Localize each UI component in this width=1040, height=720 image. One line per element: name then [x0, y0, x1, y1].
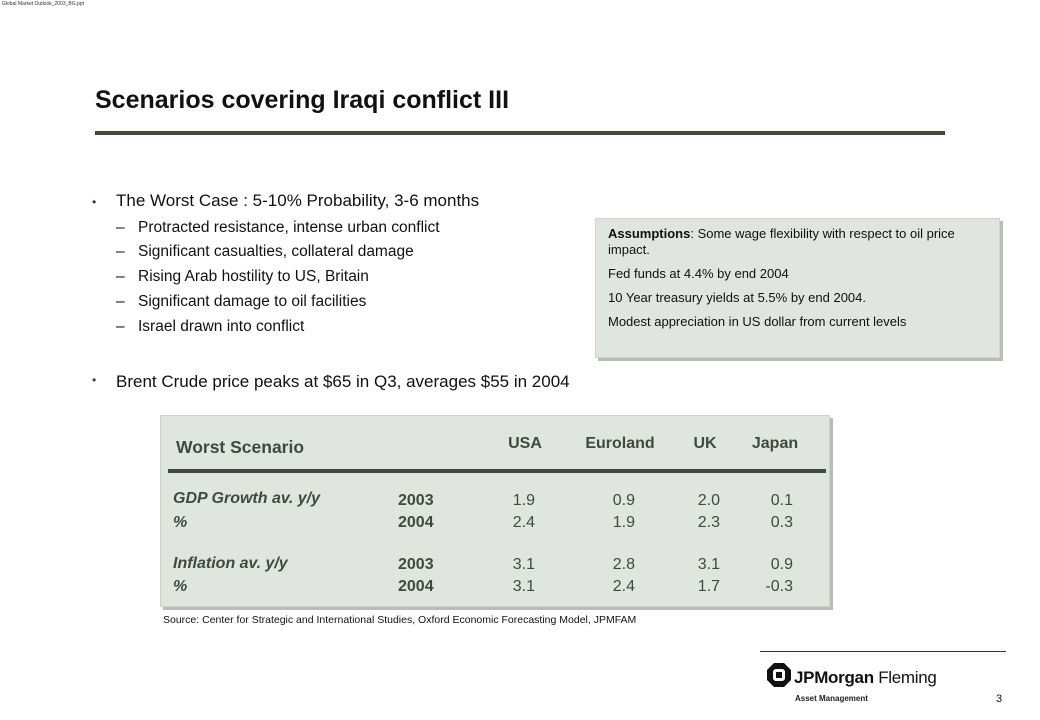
- source-note: Source: Center for Strategic and Interna…: [163, 614, 637, 626]
- file-tag: Global Market Outlook_2003_BG.ppt: [2, 1, 84, 7]
- year-cell: 2003: [398, 492, 434, 509]
- assumptions-line: 10 Year treasury yields at 5.5% by end 2…: [608, 290, 867, 305]
- sub-bullet: – Significant damage to oil facilities: [116, 293, 367, 310]
- table-cell: 2.8: [612, 556, 635, 573]
- table-cell: 2.4: [512, 514, 535, 531]
- row-label-gdp-unit: %: [173, 514, 188, 531]
- sub-bullet: – Israel drawn into conflict: [116, 318, 305, 335]
- table-header-rule: [168, 469, 826, 473]
- brand-logo-text: JPMorgan Fleming: [794, 668, 937, 687]
- table-cell: 0.1: [770, 492, 793, 509]
- column-header-euroland: Euroland: [585, 435, 655, 452]
- sub-bullet: – Protracted resistance, intense urban co…: [116, 219, 440, 236]
- table-cell: 0.9: [770, 556, 793, 573]
- year-cell: 2004: [398, 578, 434, 595]
- page-title: Scenarios covering Iraqi conflict III: [95, 86, 510, 114]
- brand-tagline: Asset Management: [795, 694, 868, 703]
- row-label-inflation: Inflation av. y/y: [173, 555, 288, 572]
- table-cell: 1.7: [697, 578, 720, 595]
- row-label-gdp: GDP Growth av. y/y: [173, 490, 321, 507]
- sub-bullet: – Significant casualties, collateral dama…: [116, 243, 414, 260]
- table-cell: -0.3: [765, 578, 793, 595]
- bullet-dot: •: [92, 195, 97, 209]
- table-cell: 2.0: [697, 492, 720, 509]
- sub-bullet: – Rising Arab hostility to US, Britain: [116, 268, 369, 285]
- column-header-usa: USA: [508, 435, 542, 452]
- logo-rule: [760, 651, 1006, 652]
- worst-scenario-panel: [160, 415, 830, 607]
- row-label-inflation-unit: %: [173, 578, 188, 595]
- bullet-brent-crude: Brent Crude price peaks at $65 in Q3, av…: [116, 372, 570, 391]
- assumptions-line: Fed funds at 4.4% by end 2004: [608, 266, 789, 281]
- bullet-dot: •: [92, 373, 97, 387]
- column-header-japan: Japan: [751, 435, 799, 452]
- table-cell: 3.1: [512, 578, 535, 595]
- assumptions-line: Assumptions: Some wage flexibility with …: [608, 226, 955, 257]
- table-cell: 2.4: [612, 578, 635, 595]
- title-rule: [95, 131, 945, 135]
- table-title: Worst Scenario: [176, 437, 305, 457]
- page-number: 3: [996, 693, 1003, 705]
- table-cell: 3.1: [697, 556, 720, 573]
- assumptions-box: Assumptions: Some wage flexibility with …: [595, 218, 1000, 358]
- year-cell: 2004: [398, 514, 434, 531]
- table-cell: 3.1: [512, 556, 535, 573]
- bullet-worst-case: The Worst Case : 5-10% Probability, 3-6 …: [116, 191, 480, 210]
- table-cell: 2.3: [697, 514, 720, 531]
- table-cell: 0.9: [612, 492, 635, 509]
- table-cell: 0.3: [770, 514, 793, 531]
- year-cell: 2003: [398, 556, 434, 573]
- column-header-uk: UK: [693, 435, 717, 452]
- table-cell: 1.9: [612, 514, 635, 531]
- assumptions-line: Modest appreciation in US dollar from cu…: [608, 314, 907, 329]
- jpmorgan-octagon-logo-icon: [766, 662, 792, 688]
- table-cell: 1.9: [512, 492, 535, 509]
